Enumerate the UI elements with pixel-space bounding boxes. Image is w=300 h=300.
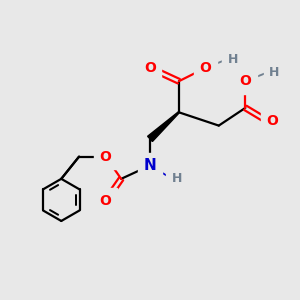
Text: H: H <box>228 52 238 66</box>
Text: O: O <box>144 61 156 75</box>
Text: O: O <box>239 74 251 88</box>
Text: O: O <box>200 61 211 75</box>
Text: N: N <box>144 158 156 173</box>
Text: O: O <box>100 194 112 208</box>
Text: H: H <box>171 172 182 185</box>
Text: O: O <box>266 114 278 128</box>
Text: O: O <box>100 150 112 164</box>
Polygon shape <box>148 112 179 142</box>
Text: H: H <box>269 66 279 79</box>
